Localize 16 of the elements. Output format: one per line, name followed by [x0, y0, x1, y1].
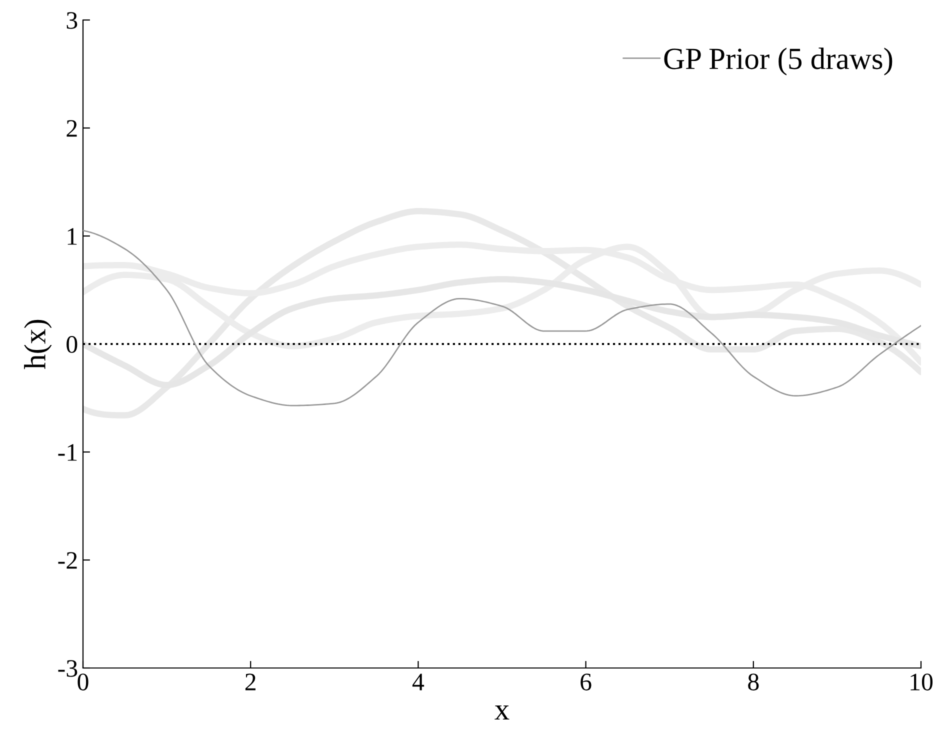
x-tick-label: 6: [580, 674, 592, 690]
x-tick-label: 0: [78, 674, 88, 690]
x-tick-label: 4: [412, 674, 424, 690]
y-tick-label: 2: [66, 120, 77, 137]
x-axis-title: x: [494, 705, 510, 720]
y-tick-label: 1: [68, 228, 77, 245]
legend-label: GP Prior (5 draws): [664, 48, 892, 76]
y-tick-label: 0: [66, 336, 78, 353]
x-tick-label: 10: [910, 674, 933, 690]
y-tick-label: -2: [58, 552, 77, 569]
y-tick-label: -3: [58, 660, 78, 677]
x-tick-label: 8: [748, 674, 759, 690]
x-tick-label: 2: [245, 674, 256, 690]
y-axis-title: h(x): [24, 320, 52, 370]
y-tick-label: 3: [66, 12, 78, 29]
y-tick-label: -1: [58, 444, 77, 461]
